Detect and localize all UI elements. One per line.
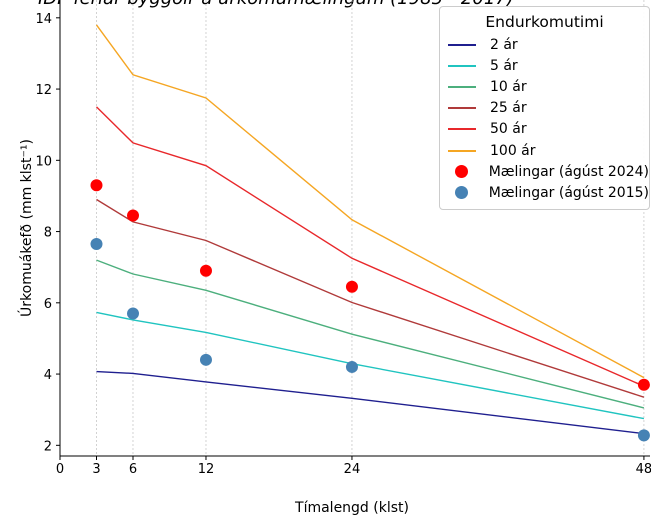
legend-item: 2 ár xyxy=(440,34,649,55)
scatter-point-0 xyxy=(90,179,103,192)
x-axis-label: Tímalengd (klst) xyxy=(294,500,409,515)
scatter-point-0 xyxy=(345,280,358,293)
scatter-point-1 xyxy=(345,360,358,373)
legend-line-swatch xyxy=(446,140,478,161)
x-tick-label: 12 xyxy=(198,462,215,477)
legend-item: 100 ár xyxy=(440,140,649,161)
y-tick-label: 10 xyxy=(35,154,52,169)
x-tick-label: 6 xyxy=(129,462,137,477)
legend-item: 25 ár xyxy=(440,98,649,119)
series-line-3 xyxy=(96,198,645,398)
legend-label: 2 ár xyxy=(490,36,518,53)
legend-marker-swatch xyxy=(446,161,477,182)
legend-item: Mælingar (ágúst 2015) xyxy=(440,182,649,203)
series-line-0 xyxy=(96,370,644,435)
legend-label: 100 ár xyxy=(490,142,536,159)
x-tick-label: 0 xyxy=(56,462,64,477)
legend-label: Mælingar (ágúst 2015) xyxy=(488,184,649,201)
y-tick-label: 12 xyxy=(35,83,52,98)
y-tick-label: 8 xyxy=(44,226,52,241)
legend-line-swatch xyxy=(446,34,478,55)
series-line-5 xyxy=(95,24,645,379)
chart-title: IDF ferlar byggðir á úrkomumælingum (198… xyxy=(38,0,514,9)
series-line-2 xyxy=(96,259,645,409)
x-tick-label: 48 xyxy=(636,462,651,477)
legend-line-swatch xyxy=(446,76,478,97)
scatter-point-0 xyxy=(199,264,212,277)
legend-line-swatch xyxy=(446,55,478,76)
legend-label: 5 ár xyxy=(490,57,518,74)
series-line-4 xyxy=(96,106,645,387)
legend-label: 10 ár xyxy=(490,78,527,95)
legend-label: 50 ár xyxy=(490,121,527,138)
y-tick-label: 6 xyxy=(44,297,52,312)
legend: Endurkomutimi 2 ár 5 ár 10 ár 25 ár 50 ár 100… xyxy=(439,6,650,210)
legend-item: 5 ár xyxy=(440,55,649,76)
series-line-1 xyxy=(96,311,645,420)
legend-label: Mælingar (ágúst 2024) xyxy=(488,163,649,180)
legend-item: 10 ár xyxy=(440,76,649,97)
y-tick-label: 14 xyxy=(35,12,52,27)
legend-line-swatch xyxy=(446,98,478,119)
scatter-point-1 xyxy=(90,238,103,251)
scatter-point-1 xyxy=(126,307,139,320)
legend-label: 25 ár xyxy=(490,100,527,117)
legend-item: 50 ár xyxy=(440,119,649,140)
y-axis-label: Úrkomuákefð (mm klst⁻¹) xyxy=(17,139,35,317)
y-tick-label: 4 xyxy=(44,368,52,383)
scatter-point-0 xyxy=(637,378,650,391)
legend-marker-swatch xyxy=(446,182,477,203)
legend-item: Mælingar (ágúst 2024) xyxy=(440,161,649,182)
legend-line-swatch xyxy=(446,119,478,140)
x-tick-label: 24 xyxy=(344,462,361,477)
x-tick-label: 3 xyxy=(92,462,100,477)
scatter-point-1 xyxy=(637,429,650,442)
y-tick-label: 2 xyxy=(44,439,52,454)
scatter-point-0 xyxy=(126,209,139,222)
legend-title: Endurkomutimi xyxy=(485,13,604,31)
scatter-point-1 xyxy=(199,353,212,366)
